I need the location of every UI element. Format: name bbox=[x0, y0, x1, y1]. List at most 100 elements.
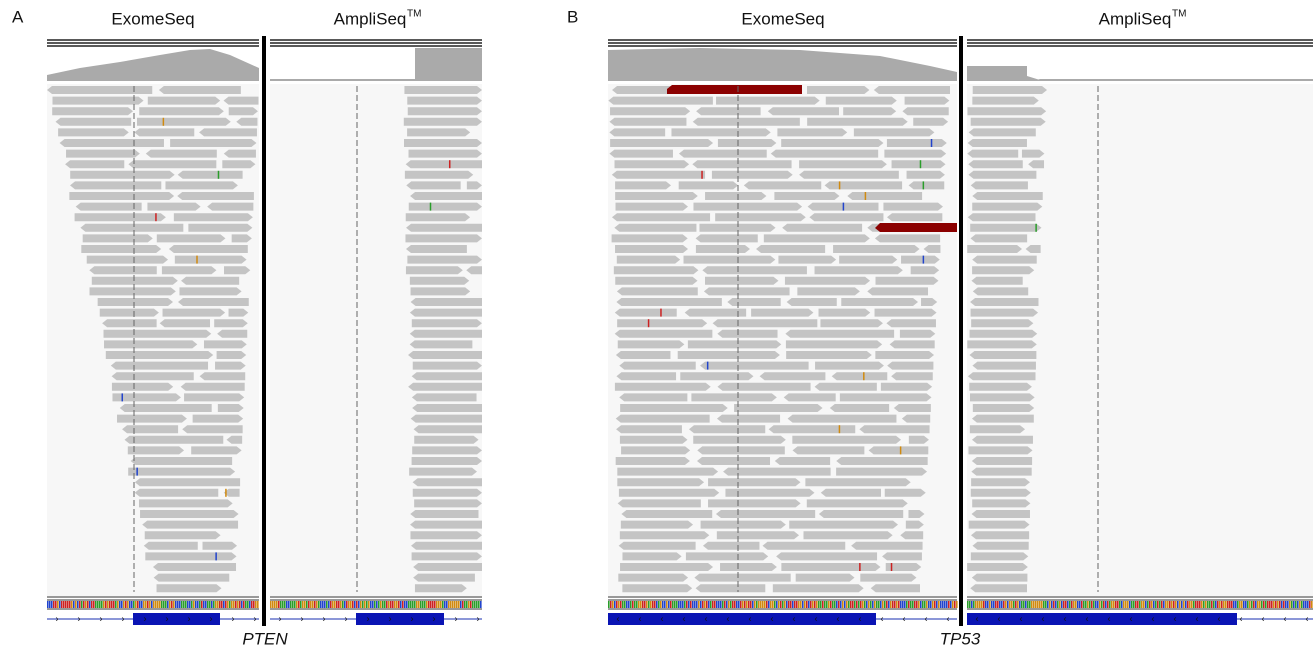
base bbox=[722, 601, 724, 608]
read bbox=[154, 574, 230, 582]
read bbox=[809, 213, 883, 221]
strand-arrow: ‹ bbox=[903, 613, 906, 623]
base bbox=[1015, 601, 1017, 608]
read bbox=[905, 97, 950, 105]
read bbox=[785, 330, 894, 338]
base bbox=[1109, 601, 1111, 608]
base bbox=[1049, 601, 1051, 608]
strand-arrow: ‹ bbox=[1064, 613, 1067, 623]
base bbox=[257, 601, 259, 608]
base bbox=[868, 601, 870, 608]
base bbox=[171, 601, 173, 608]
read bbox=[615, 192, 698, 200]
read bbox=[913, 118, 948, 126]
read bbox=[204, 340, 247, 348]
base bbox=[804, 601, 806, 608]
base bbox=[408, 601, 410, 608]
base bbox=[752, 601, 754, 608]
base bbox=[432, 601, 434, 608]
panel-label: B bbox=[567, 7, 578, 26]
base bbox=[1243, 601, 1245, 608]
read bbox=[408, 150, 482, 158]
base bbox=[1079, 601, 1081, 608]
base bbox=[866, 601, 868, 608]
read bbox=[157, 584, 222, 592]
read bbox=[727, 298, 780, 306]
mismatch bbox=[648, 319, 650, 327]
strand-arrow: ‹ bbox=[976, 613, 979, 623]
base bbox=[1003, 601, 1005, 608]
read bbox=[407, 128, 470, 136]
base bbox=[906, 601, 908, 608]
read bbox=[886, 319, 936, 327]
read bbox=[222, 160, 255, 168]
base bbox=[652, 601, 654, 608]
base bbox=[1129, 601, 1131, 608]
base bbox=[211, 601, 213, 608]
read bbox=[90, 287, 176, 295]
base bbox=[97, 601, 99, 608]
base bbox=[1301, 601, 1303, 608]
read bbox=[819, 510, 903, 518]
read bbox=[693, 203, 802, 211]
base bbox=[129, 601, 131, 608]
base bbox=[458, 601, 460, 608]
base bbox=[71, 601, 73, 608]
base bbox=[834, 601, 836, 608]
base bbox=[1123, 601, 1125, 608]
base bbox=[882, 601, 884, 608]
base bbox=[810, 601, 812, 608]
read bbox=[971, 552, 1028, 560]
base bbox=[1027, 601, 1029, 608]
read bbox=[703, 542, 760, 550]
base bbox=[358, 601, 360, 608]
read bbox=[412, 552, 482, 560]
base bbox=[1127, 601, 1129, 608]
read bbox=[885, 489, 926, 497]
base bbox=[852, 601, 854, 608]
base bbox=[434, 601, 436, 608]
strand-arrow: ‹ bbox=[1108, 613, 1111, 623]
base bbox=[880, 601, 882, 608]
base bbox=[632, 601, 634, 608]
mismatch bbox=[863, 372, 865, 380]
read bbox=[902, 415, 930, 423]
base bbox=[948, 601, 950, 608]
read bbox=[160, 319, 210, 327]
read bbox=[620, 531, 709, 539]
read bbox=[717, 383, 810, 391]
read bbox=[788, 415, 897, 423]
base bbox=[302, 601, 304, 608]
read bbox=[153, 563, 236, 571]
base bbox=[942, 601, 944, 608]
base bbox=[1267, 601, 1269, 608]
read bbox=[826, 97, 897, 105]
base bbox=[828, 601, 830, 608]
base bbox=[243, 601, 245, 608]
read bbox=[410, 340, 473, 348]
base bbox=[638, 601, 640, 608]
read bbox=[147, 203, 200, 211]
base bbox=[754, 601, 756, 608]
read bbox=[610, 107, 690, 115]
strand-arrow: › bbox=[144, 613, 147, 623]
read bbox=[145, 531, 221, 539]
base bbox=[812, 601, 814, 608]
read bbox=[796, 574, 855, 582]
mismatch bbox=[136, 468, 138, 476]
base bbox=[229, 601, 231, 608]
base bbox=[1113, 601, 1115, 608]
mismatch bbox=[449, 160, 451, 168]
read bbox=[807, 499, 908, 507]
read bbox=[616, 298, 721, 306]
base bbox=[1255, 601, 1257, 608]
base bbox=[836, 601, 838, 608]
base bbox=[910, 601, 912, 608]
base bbox=[802, 601, 804, 608]
base bbox=[386, 601, 388, 608]
read bbox=[134, 128, 194, 136]
mismatch bbox=[923, 181, 925, 189]
base bbox=[952, 601, 954, 608]
base bbox=[710, 601, 712, 608]
base bbox=[450, 601, 452, 608]
